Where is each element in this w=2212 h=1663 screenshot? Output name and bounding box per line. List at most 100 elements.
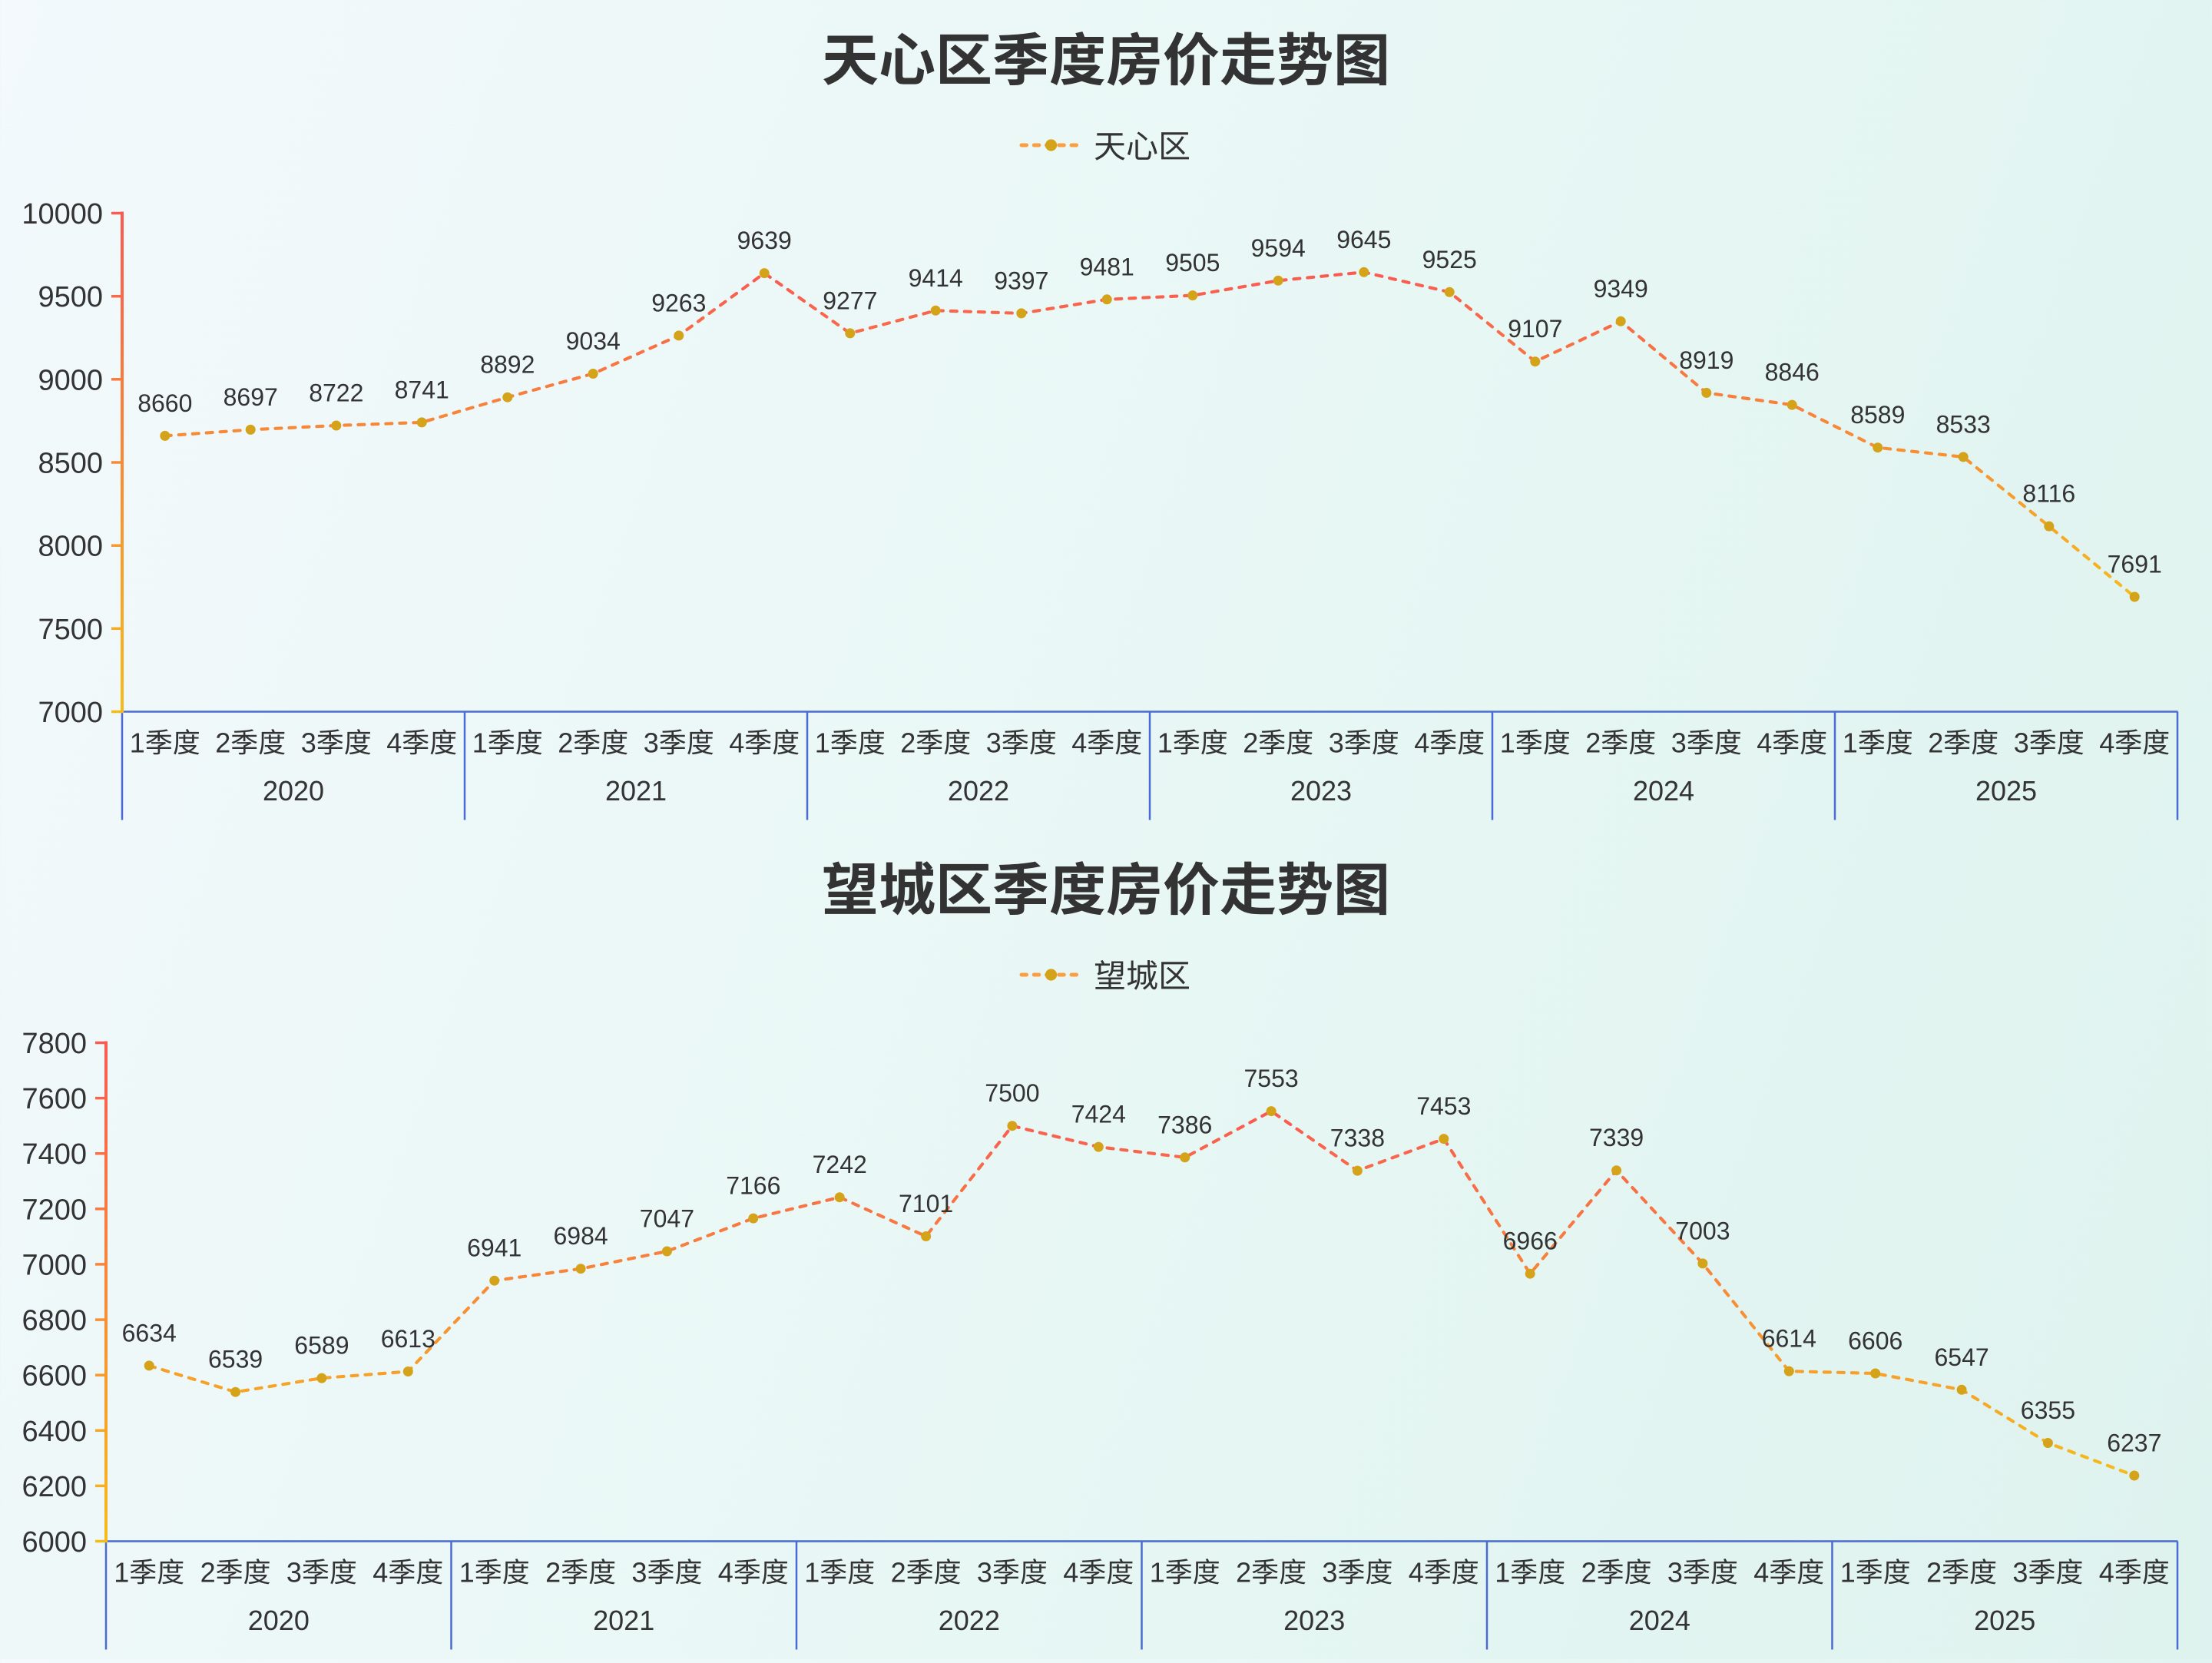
svg-text:1: 1 xyxy=(1840,1557,1856,1588)
svg-text:2: 2 xyxy=(1581,1557,1597,1588)
svg-text:7386: 7386 xyxy=(1157,1111,1212,1138)
svg-text:4: 4 xyxy=(373,1557,388,1588)
svg-text:8846: 8846 xyxy=(1765,359,1820,386)
svg-text:9525: 9525 xyxy=(1422,246,1477,273)
svg-text:9645: 9645 xyxy=(1336,226,1391,253)
svg-text:6600: 6600 xyxy=(22,1360,87,1393)
svg-text:1: 1 xyxy=(815,727,830,759)
svg-text:8741: 8741 xyxy=(395,376,449,403)
svg-text:9639: 9639 xyxy=(737,227,792,254)
svg-text:2: 2 xyxy=(215,727,230,759)
svg-text:3: 3 xyxy=(644,727,659,759)
svg-text:2021: 2021 xyxy=(605,775,667,807)
svg-text:2: 2 xyxy=(545,1557,561,1588)
svg-text:9107: 9107 xyxy=(1508,315,1562,343)
svg-text:2025: 2025 xyxy=(1974,1605,2035,1636)
svg-text:6966: 6966 xyxy=(1503,1227,1558,1255)
svg-text:6400: 6400 xyxy=(22,1416,87,1448)
svg-text:3: 3 xyxy=(1329,727,1344,759)
svg-text:2: 2 xyxy=(891,1557,906,1588)
svg-text:7200: 7200 xyxy=(22,1194,87,1226)
svg-text:2023: 2023 xyxy=(1290,775,1352,807)
svg-text:9397: 9397 xyxy=(994,267,1048,294)
svg-text:9481: 9481 xyxy=(1080,253,1134,280)
svg-text:4: 4 xyxy=(1757,727,1772,759)
svg-text:8116: 8116 xyxy=(2022,480,2075,508)
svg-text:7101: 7101 xyxy=(899,1190,953,1217)
svg-text:4: 4 xyxy=(1753,1557,1769,1588)
svg-text:6614: 6614 xyxy=(1762,1325,1816,1353)
svg-text:1: 1 xyxy=(1843,727,1858,759)
svg-text:6606: 6606 xyxy=(1848,1327,1902,1355)
svg-text:3: 3 xyxy=(977,1557,992,1588)
svg-text:7339: 7339 xyxy=(1589,1124,1644,1151)
svg-text:2023: 2023 xyxy=(1283,1605,1345,1636)
svg-text:4: 4 xyxy=(386,727,402,759)
svg-text:3: 3 xyxy=(631,1557,647,1588)
svg-text:8919: 8919 xyxy=(1679,346,1734,374)
svg-text:8722: 8722 xyxy=(309,379,363,407)
svg-text:9500: 9500 xyxy=(38,281,103,313)
svg-text:8892: 8892 xyxy=(480,351,535,379)
svg-text:4: 4 xyxy=(1071,727,1087,759)
svg-text:7000: 7000 xyxy=(22,1249,87,1281)
svg-text:7691: 7691 xyxy=(2108,551,2162,578)
svg-text:2025: 2025 xyxy=(1975,775,2037,807)
svg-text:1: 1 xyxy=(130,727,145,759)
svg-text:2022: 2022 xyxy=(948,775,1009,807)
svg-text:3: 3 xyxy=(1671,727,1687,759)
svg-text:9263: 9263 xyxy=(651,289,706,316)
svg-text:2: 2 xyxy=(1928,727,1943,759)
svg-text:3: 3 xyxy=(286,1557,302,1588)
svg-text:9034: 9034 xyxy=(566,327,621,355)
svg-text:10000: 10000 xyxy=(22,198,103,230)
svg-text:6200: 6200 xyxy=(22,1471,87,1503)
svg-text:8660: 8660 xyxy=(137,389,192,417)
svg-text:3: 3 xyxy=(301,727,316,759)
svg-text:1: 1 xyxy=(1500,727,1515,759)
svg-text:9594: 9594 xyxy=(1251,234,1306,262)
svg-text:4: 4 xyxy=(2099,727,2114,759)
svg-text:8533: 8533 xyxy=(1936,410,1991,438)
svg-text:2: 2 xyxy=(1243,727,1258,759)
svg-text:7600: 7600 xyxy=(22,1083,87,1115)
svg-text:9505: 9505 xyxy=(1165,249,1220,277)
svg-text:1: 1 xyxy=(1150,1557,1165,1588)
svg-text:6800: 6800 xyxy=(22,1305,87,1337)
svg-text:6539: 6539 xyxy=(208,1346,263,1373)
svg-text:6984: 6984 xyxy=(554,1222,608,1250)
svg-text:7453: 7453 xyxy=(1416,1092,1471,1120)
svg-text:7500: 7500 xyxy=(985,1079,1039,1107)
svg-text:8589: 8589 xyxy=(1850,401,1905,429)
svg-text:1: 1 xyxy=(459,1557,475,1588)
svg-text:4: 4 xyxy=(2099,1557,2114,1588)
svg-text:7000: 7000 xyxy=(38,697,103,729)
svg-text:7500: 7500 xyxy=(38,614,103,646)
svg-text:2: 2 xyxy=(200,1557,216,1588)
svg-text:9277: 9277 xyxy=(823,287,877,314)
svg-text:1: 1 xyxy=(1495,1557,1510,1588)
svg-text:6355: 6355 xyxy=(2021,1396,2075,1424)
svg-text:7553: 7553 xyxy=(1244,1065,1299,1092)
svg-text:2: 2 xyxy=(1926,1557,1942,1588)
svg-text:7424: 7424 xyxy=(1071,1101,1126,1128)
svg-text:7047: 7047 xyxy=(640,1205,694,1233)
svg-text:4: 4 xyxy=(729,727,744,759)
svg-text:3: 3 xyxy=(1667,1557,1683,1588)
svg-text:1: 1 xyxy=(114,1557,129,1588)
svg-text:6634: 6634 xyxy=(122,1319,177,1347)
svg-text:6941: 6941 xyxy=(467,1234,522,1262)
svg-text:7166: 7166 xyxy=(726,1172,780,1200)
svg-text:3: 3 xyxy=(2012,1557,2028,1588)
svg-text:2: 2 xyxy=(900,727,916,759)
svg-text:6589: 6589 xyxy=(294,1332,349,1360)
svg-text:1: 1 xyxy=(804,1557,820,1588)
svg-text:6237: 6237 xyxy=(2107,1429,2161,1457)
svg-text:2024: 2024 xyxy=(1629,1605,1690,1636)
svg-text:7400: 7400 xyxy=(22,1138,87,1171)
svg-text:2020: 2020 xyxy=(263,775,324,807)
svg-text:4: 4 xyxy=(1063,1557,1078,1588)
svg-text:3: 3 xyxy=(1322,1557,1337,1588)
svg-text:6000: 6000 xyxy=(22,1526,87,1559)
svg-text:2: 2 xyxy=(1236,1557,1251,1588)
